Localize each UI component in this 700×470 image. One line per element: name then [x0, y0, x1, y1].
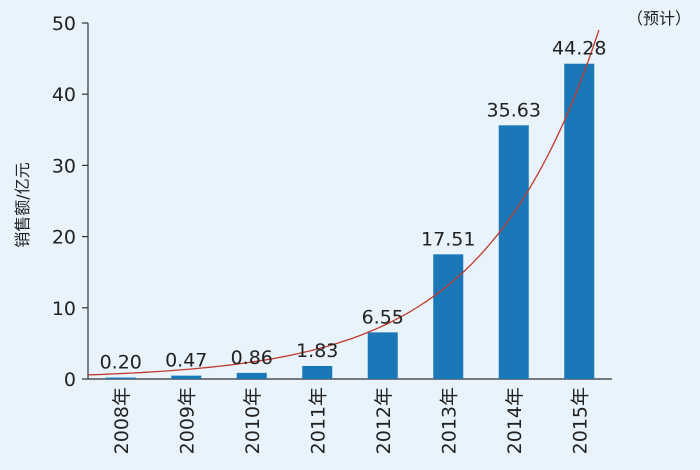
x-tick-label: 2009年 [176, 387, 198, 454]
y-tick-label: 20 [52, 227, 76, 249]
axes: 0 10 20 30 40 50 2008年 2009年 2010年 2011年 2012年 2013… [52, 13, 612, 454]
x-tick-label: 2015年 [569, 387, 591, 454]
x-tick-label: 2011年 [307, 387, 329, 454]
bar [302, 365, 333, 379]
data-label: 0.47 [165, 350, 207, 372]
y-tick-label: 30 [52, 155, 76, 177]
data-label: 44.28 [552, 38, 606, 60]
bar [171, 375, 202, 379]
y-axis-title: 销售额/亿元 [13, 162, 32, 247]
y-tick-label: 0 [64, 369, 76, 391]
x-tick-label: 2008年 [111, 387, 133, 454]
data-label: 0.86 [231, 347, 273, 369]
data-label: 6.55 [362, 306, 404, 328]
y-tick-label: 50 [52, 13, 76, 35]
x-tick-label: 2012年 [373, 387, 395, 454]
bar [498, 125, 529, 380]
data-label: 35.63 [487, 99, 541, 121]
trend-line-group [87, 29, 600, 376]
data-labels: 0.20 0.47 0.86 1.83 6.55 17.51 35.63 44.28 [100, 38, 607, 374]
bar [236, 372, 267, 379]
bars [105, 63, 595, 380]
data-label: 17.51 [421, 228, 475, 250]
bar [564, 63, 595, 379]
bar [367, 332, 398, 379]
x-tick-label: 2014年 [504, 387, 526, 454]
forecast-note: （预计） [627, 9, 691, 28]
trend-line [87, 29, 600, 376]
x-tick-label: 2010年 [242, 387, 264, 454]
bar [433, 254, 464, 379]
y-tick-label: 40 [52, 84, 76, 106]
x-tick-label: 2013年 [438, 387, 460, 454]
y-tick-label: 10 [52, 298, 76, 320]
data-label: 1.83 [296, 340, 338, 362]
bar [105, 377, 136, 379]
data-label: 0.20 [100, 352, 142, 374]
